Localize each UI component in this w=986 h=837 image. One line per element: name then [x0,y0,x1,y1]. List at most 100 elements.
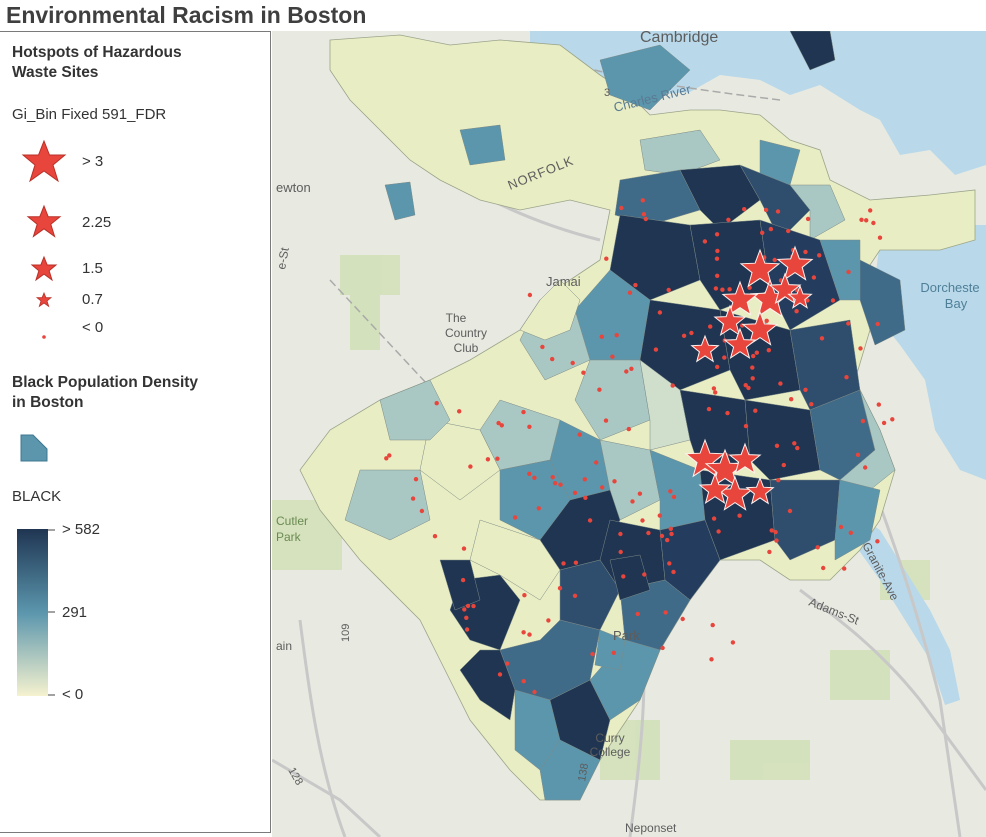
hazard-class-label: > 3 [82,153,104,170]
hazard-dot [410,496,416,501]
label-fragment: e-St [274,246,292,271]
hazard-dot [815,545,820,550]
hazard-dot [629,366,634,371]
map-view[interactable]: Cambridge Charles River NORFOLK ewton Ja… [272,31,986,837]
hazard-star [728,442,762,475]
hazard-dot [681,333,687,338]
hazard-dot [557,586,563,591]
hazard-dot [666,287,671,293]
hazard-dot [773,529,778,535]
hazard-dot [485,457,491,462]
hazard-dot [846,269,851,275]
hazard-dot [817,253,822,258]
hazard-star [690,334,720,363]
hazard-dot [860,418,866,424]
hazard-dot [722,355,727,360]
hazard-dot [536,506,541,511]
ramp-label-high: > 582 [62,521,100,538]
hazard-dot [871,220,876,226]
hazard-dot [772,257,777,263]
hazard-dot [711,516,717,521]
hazard-dot [413,477,419,482]
hazard-dot [754,350,759,355]
hazard-dot [522,593,527,598]
hazard-dot [619,205,624,211]
hazard-star [713,304,747,337]
hazard-dot [384,456,389,461]
hazard-dot [611,650,616,655]
hazard-dot [746,385,751,391]
hazard-dot [626,426,631,432]
hazard-dot [464,615,469,620]
hazard-dot [572,593,578,598]
hazard-dot [720,287,725,292]
hazard-dot [521,409,526,415]
hazard-dot [855,452,861,457]
hazard-dot [457,409,462,414]
hazard-dot [714,232,720,237]
hazard-star [776,245,814,281]
map-canvas[interactable]: Cambridge Charles River NORFOLK ewton Ja… [272,31,986,837]
hazard-dot [583,495,588,500]
hazard-dot [680,616,685,622]
hazard-dot [599,334,604,339]
density-title-line-2: in Boston [12,394,84,411]
hazard-dot [527,424,532,429]
label-route-109: 109 [340,624,352,642]
label-curry-college: Curry [595,731,624,745]
hazard-dot [561,561,566,566]
hazard-star [684,438,726,478]
hazard-dot [663,610,668,615]
hazard-dot [715,248,720,254]
hazard-dot [876,402,881,407]
hazard-dot [603,418,609,423]
hazard-dot [527,471,532,476]
hazard-class-label: < 0 [82,319,104,336]
hazard-dot [660,645,665,651]
hazard-dot [803,249,808,255]
hazard-field-name: Gi_Bin Fixed 591_FDR [12,106,167,123]
hazard-dot [618,549,623,555]
hazard-dot [737,513,742,518]
hazard-star [768,272,802,305]
hazard-dot [792,441,797,446]
hazard-hotspot-stars [684,245,814,511]
hazard-dot [708,324,713,329]
hazard-class-label: 0.7 [82,291,103,308]
hazard-star [745,476,775,505]
hazard-dot [512,515,518,520]
hazard-dot [809,402,814,407]
hazard-dot [742,207,747,212]
ramp-label-low: < 0 [62,686,84,703]
hazard-dot [715,273,720,278]
hazard-dot [774,443,780,448]
hazard-dot [848,530,853,535]
hazard-dot [743,383,748,388]
hazard-dot [637,491,643,496]
label-neponset: Neponset [625,821,677,835]
hazard-dot [671,569,676,575]
hazard-dot [521,630,526,635]
hazard-dot [505,661,510,666]
hazard-dot [590,651,595,657]
hazard-dot [532,689,537,695]
hazard-dot [669,531,674,537]
hazard-dot [612,479,617,484]
label-dorchester-bay: Dorcheste [920,280,979,295]
hazard-star [739,248,781,288]
hazard-dot [858,346,863,351]
hazard-dot [709,657,714,662]
hazard-dot [635,611,640,617]
hazard-dot [597,387,602,392]
hazard-dot [781,462,786,468]
hazard-dot [763,207,769,213]
hazard-dot [627,290,633,295]
hazard-dot [805,298,810,303]
hazard-dot [710,622,715,628]
hazard-dot [803,387,808,392]
hazard-dot [775,209,781,214]
hazard-dot [766,348,771,353]
hazard-dot [795,445,800,451]
hazard-dot [727,287,732,292]
hazard-dot [768,226,774,232]
